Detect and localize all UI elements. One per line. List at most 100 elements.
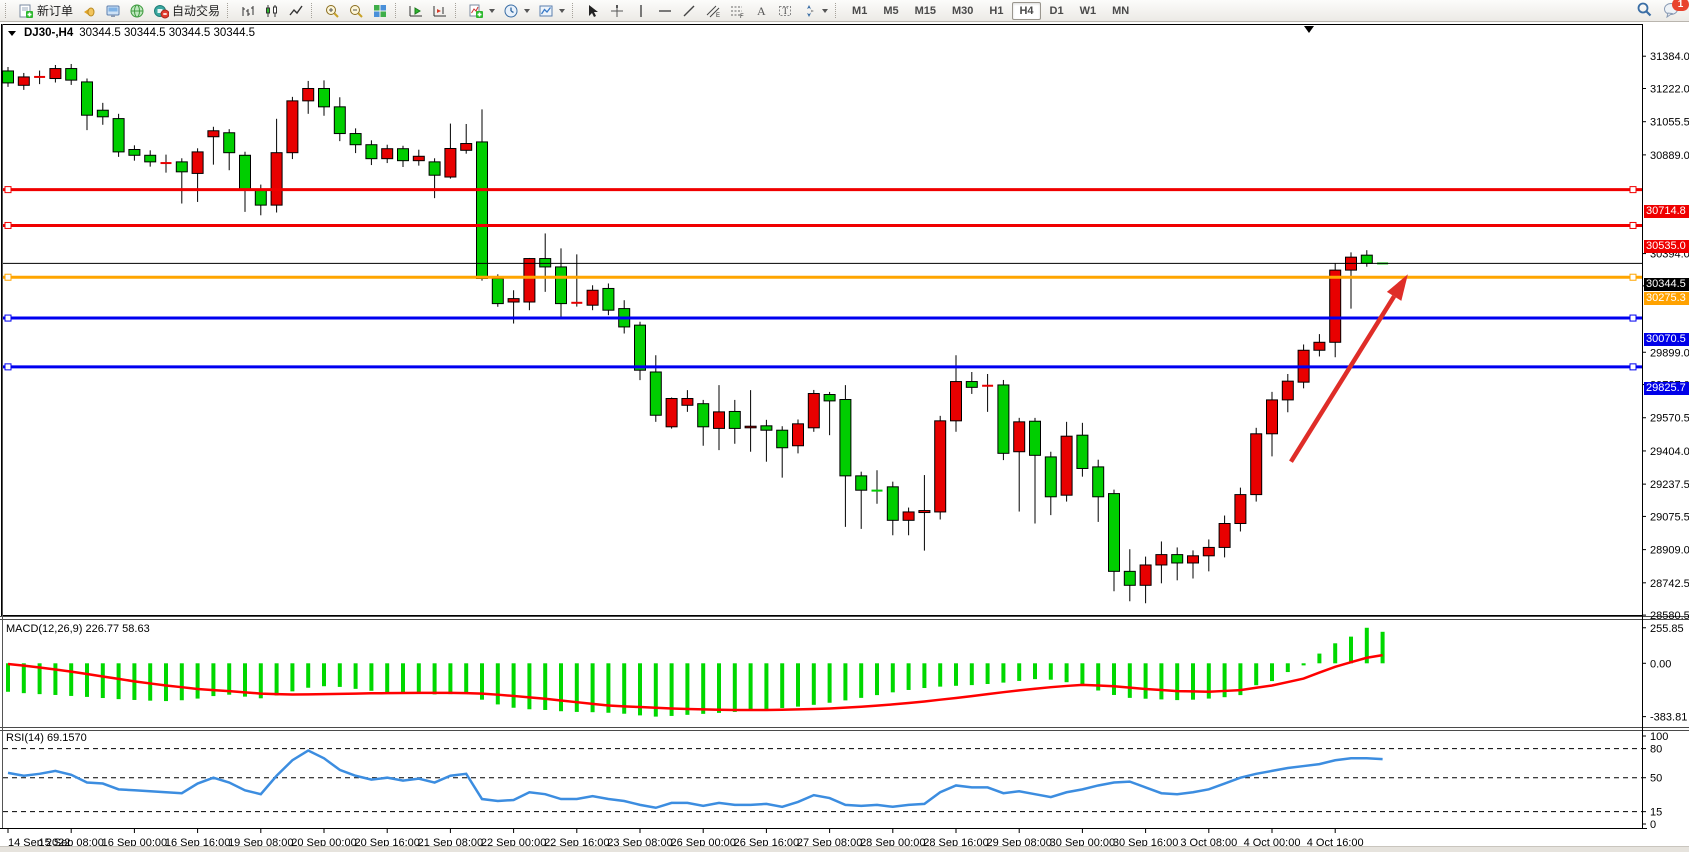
macd-histogram-bar <box>875 663 879 696</box>
indicators-button[interactable] <box>464 0 499 21</box>
macd-histogram-bar <box>385 663 390 693</box>
timeframe-mn[interactable]: MN <box>1112 4 1130 17</box>
symbol-dropdown-icon[interactable] <box>8 30 16 36</box>
candle-body <box>1187 555 1199 564</box>
bar-chart-button[interactable] <box>236 0 260 21</box>
zoom-out-button[interactable] <box>344 0 368 21</box>
horizontal-line-button[interactable] <box>653 0 677 21</box>
chart-canvas[interactable]: 31384.031222.031055.530889.030394.030232… <box>0 22 1689 851</box>
candle-body <box>397 148 409 162</box>
rsi-tick-label: 80 <box>1650 744 1662 756</box>
macd-histogram-bar <box>653 663 658 717</box>
timeframe-w1[interactable]: W1 <box>1079 4 1097 17</box>
macd-histogram-bar <box>227 663 232 695</box>
trendline-button[interactable] <box>677 0 701 21</box>
macd-histogram-bar <box>1349 636 1353 664</box>
main-panel <box>1 24 1643 616</box>
macd-histogram-bar <box>243 663 247 697</box>
chart-shift-button[interactable] <box>428 0 452 21</box>
line-anchor <box>1629 186 1637 194</box>
macd-histogram-bar <box>811 663 816 705</box>
candle-body <box>191 151 204 174</box>
terminal-window-button[interactable] <box>101 0 125 21</box>
rsi-label: RSI(14) 69.1570 <box>6 732 87 744</box>
text-label-icon: T <box>777 3 793 19</box>
zoom-in-button[interactable] <box>320 0 344 21</box>
notification-badge: 1 <box>1672 0 1689 11</box>
candle-body <box>823 394 836 402</box>
templates-button[interactable] <box>534 0 569 21</box>
timeframe-m15[interactable]: M15 <box>914 4 936 17</box>
macd-histogram-bar <box>732 663 737 712</box>
rsi-tick-label: 15 <box>1650 807 1662 819</box>
macd-histogram-bar <box>843 663 848 701</box>
text-button[interactable]: A <box>749 0 773 21</box>
candle-body <box>602 287 615 311</box>
equidistant-channel-button[interactable]: E <box>701 0 725 21</box>
macd-histogram-bar <box>1159 663 1164 700</box>
timeframe-h4[interactable]: H4 <box>1012 1 1041 20</box>
candle-body <box>555 266 567 305</box>
timeframe-m1[interactable]: M1 <box>852 4 868 17</box>
periods-button[interactable] <box>499 0 534 21</box>
macd-histogram-bar <box>464 663 469 694</box>
vertical-line-button[interactable] <box>629 0 653 21</box>
candle-body <box>950 381 962 422</box>
megaphone-button[interactable] <box>77 0 101 21</box>
tile-windows-icon <box>372 3 388 19</box>
quote-values: 30344.5 30344.5 30344.5 30344.5 <box>79 27 256 39</box>
macd-histogram-bar <box>1285 663 1290 673</box>
price-tick-label: 29404.0 <box>1650 446 1689 458</box>
fibonacci-button[interactable]: F <box>725 0 749 21</box>
search-button[interactable] <box>1636 1 1653 23</box>
toolbar-grip <box>227 3 232 18</box>
macd-histogram-bar <box>527 663 532 710</box>
line-anchor <box>4 363 12 371</box>
tile-windows-button[interactable] <box>368 0 392 21</box>
candle-body <box>1060 435 1073 496</box>
candle-body <box>839 399 852 477</box>
candlestick-chart-button[interactable] <box>260 0 284 21</box>
candle-body <box>807 393 820 429</box>
macd-histogram-bar <box>1017 663 1022 681</box>
line-chart-button[interactable] <box>284 0 308 21</box>
line-anchor <box>1629 273 1637 281</box>
price-tick-label: 28909.0 <box>1650 545 1689 557</box>
auto-trading-button[interactable]: 自动交易 <box>149 0 224 21</box>
crosshair-button[interactable] <box>605 0 629 21</box>
timeframe-m5[interactable]: M5 <box>883 4 899 17</box>
timeframe-m30[interactable]: M30 <box>952 4 974 17</box>
annotation-arrow-line <box>1289 295 1397 463</box>
candle-body <box>1076 434 1089 469</box>
price-tick-label: 31222.0 <box>1650 83 1689 95</box>
bar-chart-icon <box>240 3 256 19</box>
text-label-button[interactable]: T <box>773 0 797 21</box>
chart-window[interactable]: 31384.031222.031055.530889.030394.030232… <box>0 22 1689 851</box>
price-tick-label: 31384.0 <box>1650 51 1689 63</box>
line-anchor <box>1629 363 1637 371</box>
svg-text:E: E <box>716 13 720 19</box>
timeframe-h1[interactable]: H1 <box>989 4 1004 17</box>
cursor-button[interactable] <box>581 0 605 21</box>
macd-histogram-bar <box>969 663 974 686</box>
chat-button[interactable]: 1 <box>1663 0 1689 23</box>
candle-body <box>1123 570 1136 586</box>
price-line-badge: 29825.7 <box>1644 381 1689 395</box>
rsi-tick-label: 0 <box>1650 819 1656 831</box>
macd-histogram-bar <box>574 663 579 712</box>
templates-icon <box>538 3 554 19</box>
candle-body <box>491 277 504 305</box>
trendline-icon <box>681 3 697 19</box>
macd-histogram-bar <box>606 663 611 713</box>
chart-shift-marker <box>1304 26 1314 33</box>
candle-body <box>760 425 773 431</box>
arrows-button[interactable] <box>797 0 832 21</box>
candle-body <box>681 398 694 406</box>
new-order-button[interactable]: 新订单 <box>14 0 77 21</box>
web-globe-button[interactable] <box>125 0 149 21</box>
timeframe-d1[interactable]: D1 <box>1049 4 1064 17</box>
macd-histogram-bar <box>322 663 326 687</box>
auto-scroll-button[interactable] <box>404 0 428 21</box>
line-chart-icon <box>288 3 304 19</box>
toolbar-grip <box>395 3 400 18</box>
